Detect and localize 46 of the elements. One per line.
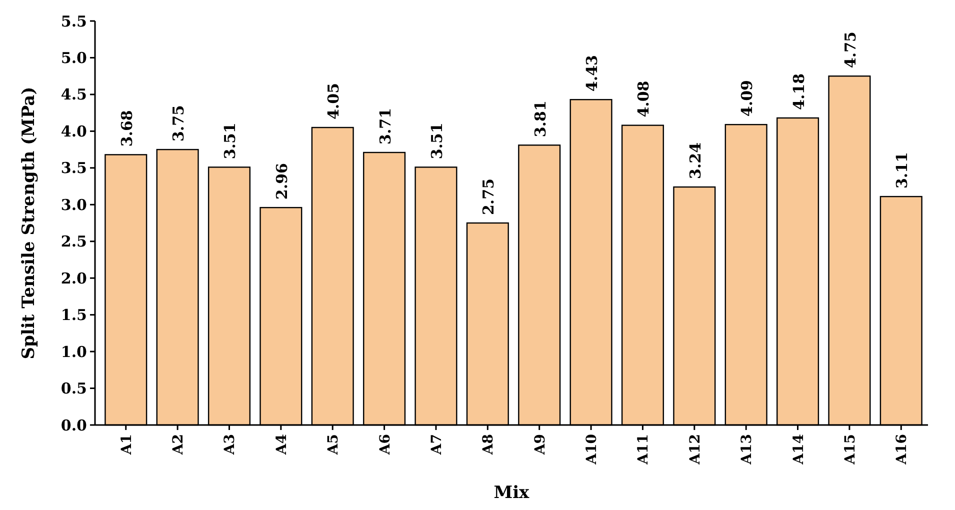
- data-label: 4.05: [324, 82, 343, 120]
- data-label: 4.75: [841, 32, 860, 68]
- x-tick-label: A6: [377, 434, 394, 456]
- data-label: 4.18: [790, 73, 808, 110]
- x-tick-label: A3: [222, 434, 238, 456]
- x-tick-label: A12: [687, 434, 704, 466]
- data-label: 3.51: [221, 122, 240, 160]
- data-label: 3.51: [428, 122, 446, 160]
- y-tick-label: 1.5: [60, 306, 87, 324]
- x-tick-label: A10: [584, 434, 600, 466]
- y-tick-label: 3.5: [60, 159, 87, 178]
- x-tick-label: A5: [326, 434, 342, 456]
- x-tick-label: A2: [170, 434, 187, 456]
- data-label: 2.75: [480, 178, 498, 215]
- data-label: 3.11: [893, 152, 912, 189]
- x-tick-label: A9: [532, 434, 548, 456]
- x-tick-label: A13: [739, 434, 756, 466]
- data-label: 4.08: [634, 80, 653, 118]
- y-tick-label: 1.0: [60, 342, 87, 361]
- data-label: 4.09: [738, 80, 756, 117]
- x-tick-label: A4: [274, 434, 290, 456]
- data-label: 2.96: [272, 163, 291, 200]
- y-tick-label: 2.0: [60, 269, 87, 288]
- y-tick-label: 0.5: [60, 380, 87, 398]
- data-label: 3.68: [118, 110, 136, 147]
- x-tick-label: A11: [636, 434, 652, 466]
- x-tick-label: A1: [118, 434, 135, 456]
- y-tick-label: 2.5: [60, 232, 87, 251]
- x-tick-label: A16: [894, 434, 910, 466]
- y-tick-label: 5.0: [60, 48, 87, 67]
- x-tick-label: A15: [842, 434, 858, 466]
- x-axis-title: Mix: [494, 483, 530, 503]
- data-label: 3.81: [531, 100, 550, 138]
- data-label: 3.75: [170, 105, 188, 142]
- y-tick-label: 4.0: [60, 122, 87, 140]
- x-tick-label: A14: [790, 434, 807, 466]
- y-tick-label: 3.0: [60, 196, 87, 214]
- data-label: 4.43: [583, 55, 602, 92]
- y-tick-label: 0.0: [60, 416, 87, 434]
- data-label: 3.24: [686, 142, 704, 180]
- y-axis-title: Split Tensile Strength (MPa): [19, 86, 39, 360]
- x-tick-label: A8: [480, 434, 497, 456]
- y-tick-label: 4.5: [60, 86, 87, 104]
- data-label: 3.71: [376, 108, 394, 144]
- y-tick-label: 5.5: [60, 12, 87, 30]
- x-tick-label: A7: [428, 434, 445, 456]
